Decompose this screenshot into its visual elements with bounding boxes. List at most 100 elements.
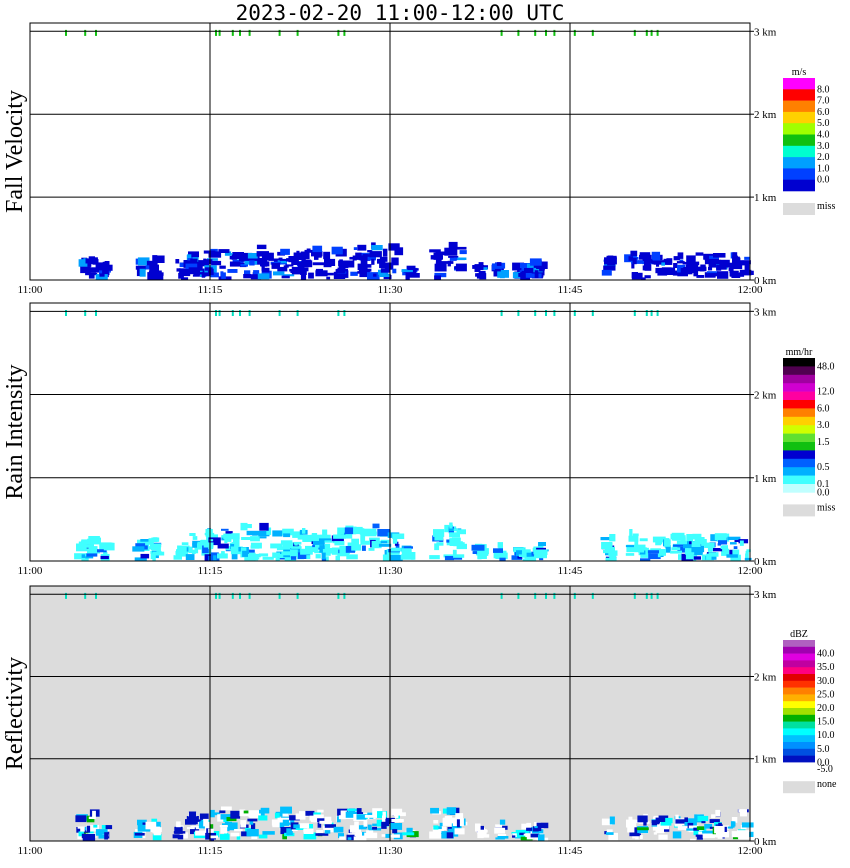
echo-cell (744, 264, 750, 271)
echo-cell (348, 833, 359, 836)
echo-cell (694, 266, 707, 272)
echo-cell (137, 819, 147, 826)
echo-cell (357, 271, 370, 274)
echo-cell (211, 260, 222, 266)
echo-cell (88, 544, 94, 552)
scale-label: 15.0 (817, 717, 835, 728)
cloud-cell (337, 310, 340, 316)
y-tick-label: 0 km (754, 836, 777, 848)
echo-cell (209, 824, 214, 830)
echo-cell (324, 543, 331, 551)
echo-cell (210, 835, 219, 839)
scale-unit: mm/hr (786, 347, 813, 358)
echo-cell (521, 823, 530, 830)
y-tick-label: 2 km (754, 109, 777, 121)
cloud-cell (343, 310, 346, 316)
echo-cell (326, 276, 331, 280)
echo-cell (88, 273, 95, 279)
echo-cell (730, 264, 739, 269)
echo-cell (219, 810, 226, 814)
echo-cell (209, 809, 215, 818)
echo-cell (449, 522, 453, 529)
echo-cell (300, 548, 313, 555)
echo-cell (700, 264, 706, 269)
echo-cell (435, 259, 442, 266)
echo-cell (194, 546, 199, 554)
echo-cell (192, 536, 198, 540)
echo-cell (524, 268, 536, 273)
echo-cell (151, 818, 158, 822)
echo-cell (203, 542, 214, 548)
echo-cell (345, 811, 359, 818)
echo-cell (270, 543, 283, 549)
echo-cell (300, 274, 307, 280)
scale-missing-label: miss (817, 502, 835, 513)
echo-cell (89, 268, 96, 273)
scale-swatch (783, 467, 815, 476)
echo-cell (240, 820, 247, 828)
echo-cell (151, 537, 160, 542)
echo-cell (601, 542, 612, 550)
echo-cell (244, 554, 256, 561)
echo-cell (356, 808, 362, 816)
echo-cell (720, 545, 724, 550)
echo-cell (452, 549, 457, 556)
echo-cell (373, 273, 377, 277)
echo-cell (722, 545, 728, 552)
echo-cell (536, 549, 548, 555)
scale-swatch (783, 416, 815, 426)
echo-cell (499, 819, 506, 825)
echo-cell (625, 545, 634, 548)
echo-cell (703, 253, 715, 260)
echo-cell (178, 272, 184, 279)
cloud-cell (215, 29, 217, 36)
echo-cell (608, 832, 618, 841)
echo-cell (192, 274, 200, 277)
echo-cell (662, 267, 676, 275)
echo-cell (702, 831, 715, 839)
echo-cell (305, 810, 315, 816)
echo-cell (673, 544, 684, 547)
echo-cell (403, 546, 413, 549)
echo-cell (407, 266, 415, 270)
echo-cell (708, 267, 713, 271)
cloud-cell (573, 29, 576, 36)
echo-cell (81, 557, 89, 561)
echo-cell (406, 827, 413, 833)
echo-cell (205, 529, 213, 537)
echo-cell (252, 533, 258, 536)
echo-cell (221, 272, 226, 279)
echo-cell (317, 809, 324, 813)
echo-cell (190, 258, 198, 263)
echo-cell (631, 272, 638, 278)
echo-cell (139, 268, 146, 277)
echo-cell (730, 272, 741, 277)
echo-cell (255, 256, 260, 262)
echo-cell (433, 820, 439, 824)
echo-cell (677, 252, 684, 259)
echo-cell (603, 549, 613, 554)
echo-cell (601, 269, 612, 276)
echo-cell (223, 533, 234, 539)
echo-cell (93, 824, 98, 828)
echo-cell (333, 271, 346, 279)
cloud-cell (517, 29, 520, 36)
echo-cell (499, 557, 506, 561)
echo-cell (92, 810, 96, 818)
echo-cell (337, 267, 346, 273)
echo-cell (325, 272, 334, 276)
echo-cell (231, 533, 240, 540)
echo-cell (324, 816, 332, 825)
echo-cell (525, 833, 531, 838)
echo-cell (315, 833, 329, 836)
echo-cell (299, 811, 309, 817)
echo-cell (497, 270, 509, 278)
y-tick-label: 3 km (754, 306, 777, 318)
echo-cell (437, 530, 442, 535)
echo-cell (240, 264, 248, 267)
cloud-cell (278, 29, 281, 36)
echo-cell (208, 537, 221, 546)
echo-cell (246, 829, 259, 837)
echo-cell (497, 542, 503, 548)
echo-cell (640, 558, 651, 561)
